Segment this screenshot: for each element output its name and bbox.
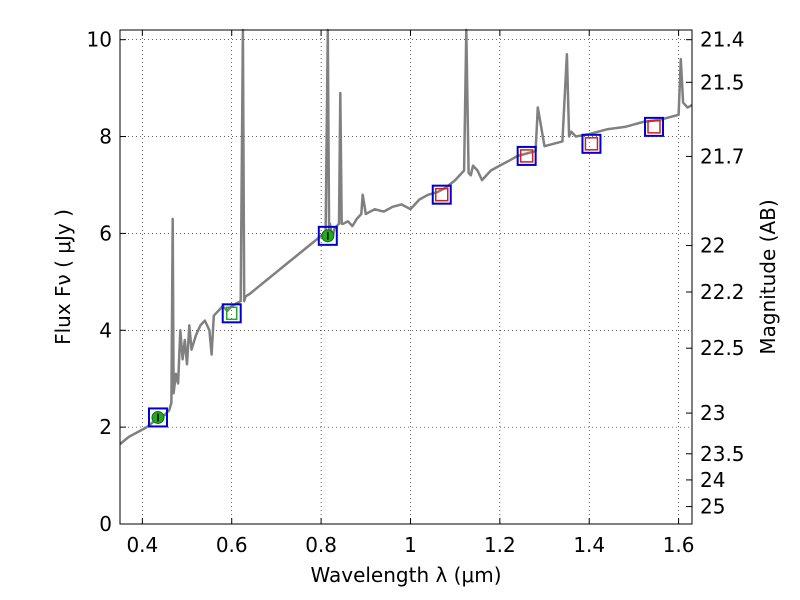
magnitude-ticks: 21.4 21.5 21.7 22 22.2 22.5 23 23.524 25: [686, 28, 745, 519]
photometry-point: [519, 149, 534, 163]
magnitude-tick-label: 23.5: [700, 442, 745, 466]
x-tick-label: 1.6: [663, 533, 695, 557]
photometry-point: [225, 306, 238, 321]
photometry-point: [647, 120, 661, 134]
y-tick-label: 10: [87, 28, 112, 52]
x-tick-label: 1.4: [573, 533, 605, 557]
magnitude-tick-label: 22.5: [700, 336, 745, 360]
photometry-box: [431, 184, 452, 205]
y-tick-label: 6: [99, 221, 112, 245]
magnitude-tick-label: 21.7: [700, 144, 745, 168]
magnitude-tick-label: 21.5: [700, 70, 745, 94]
y-tick-label: 2: [99, 415, 112, 439]
y-tick-label: 8: [99, 125, 112, 149]
photometry-point: [435, 187, 449, 202]
magnitude-tick-label: 22.2: [700, 280, 745, 304]
x-tick-label: 1: [404, 533, 417, 557]
y-tick-label: 4: [99, 318, 112, 342]
photometry-box: [581, 133, 602, 154]
x-ticks: 0.4 0.6 0.8 1 1.2 1.4 1.6: [126, 30, 695, 557]
y-tick-label: 0: [99, 512, 112, 536]
photometry-box: [516, 145, 537, 166]
photometry-point: [584, 137, 599, 151]
x-tick-label: 1.2: [484, 533, 516, 557]
photometry-box: [317, 225, 338, 246]
plot-frame: [119, 29, 693, 525]
photometry-box: [644, 116, 665, 137]
magnitude-tick-label: 25: [700, 495, 725, 519]
photometry-layer: [147, 116, 665, 428]
spectrum-layer: [119, 28, 693, 446]
magnitude-tick-label: 23: [700, 401, 725, 425]
magnitude-tick-label: 24: [700, 468, 725, 492]
x-tick-label: 0.8: [305, 533, 337, 557]
photometry-box: [221, 303, 242, 324]
magnitude-tick-label: 21.4: [700, 28, 745, 52]
x-tick-label: 0.6: [216, 533, 248, 557]
y-ticks: 0 2 4 6 8 10: [87, 28, 126, 536]
x-axis-label: Wavelength λ (μm): [310, 563, 501, 587]
magnitude-tick-label: 22: [700, 234, 725, 258]
x-tick-label: 0.4: [126, 533, 158, 557]
photometry-box: [147, 407, 168, 428]
y-axis-label: Flux Fν ( μJy ): [51, 209, 75, 345]
spectrum-line: [119, 28, 693, 446]
plot-background: [120, 30, 692, 524]
y2-axis-label: Magnitude (AB): [756, 199, 780, 354]
